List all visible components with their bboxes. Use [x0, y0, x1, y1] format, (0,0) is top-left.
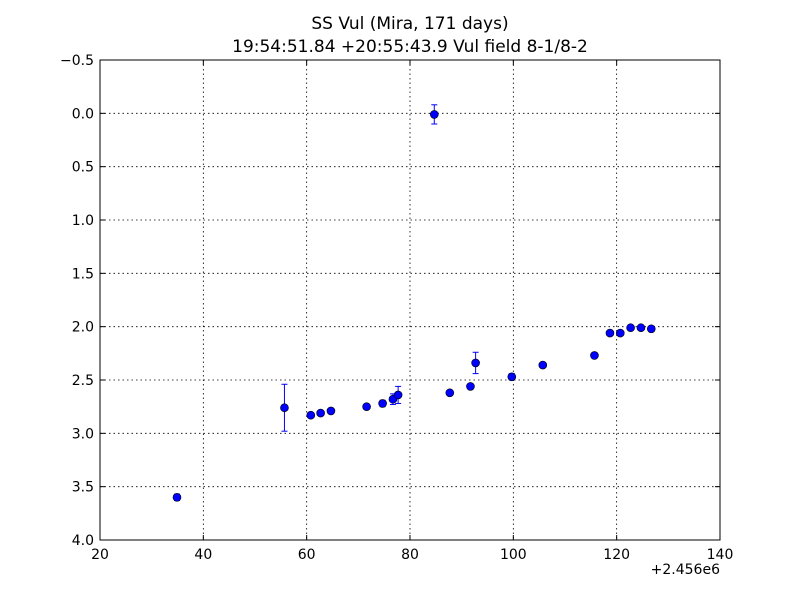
grid-lines	[100, 60, 720, 540]
data-point	[538, 360, 548, 370]
data-point	[466, 382, 475, 391]
chart-title-line-2: 19:54:51.84 +20:55:43.9 Vul field 8-1/8-…	[232, 37, 588, 57]
data-point	[507, 372, 517, 382]
data-point	[326, 406, 336, 416]
x-tick-label: 20	[91, 547, 109, 563]
data-point	[646, 324, 656, 334]
data-point	[306, 410, 316, 420]
data-point	[590, 351, 599, 360]
data-point	[445, 388, 455, 398]
y-tick-label: 2.0	[72, 320, 94, 336]
x-offset-label: +2.456e6	[651, 562, 720, 578]
x-tick-label: 100	[500, 547, 527, 563]
x-tick-label: 60	[298, 547, 316, 563]
y-tick-label: 1.0	[72, 213, 94, 229]
data-point	[605, 328, 615, 338]
y-tick-label: 0.5	[72, 160, 94, 176]
x-tick-label: 120	[603, 547, 630, 563]
data-points	[172, 104, 656, 502]
y-tick-label: 2.5	[72, 373, 94, 389]
y-tick-label: −0.5	[60, 53, 94, 69]
data-point	[393, 390, 403, 400]
plot-frame	[99, 59, 721, 541]
data-point	[172, 493, 182, 502]
data-point	[471, 358, 480, 368]
y-tick-label: 3.0	[72, 426, 94, 442]
axis-ticks: 20 40 60 80 100 120 140 −0.5 0.0 0.5 1.0 1.5 2.0 2.5 3…	[60, 53, 733, 563]
data-point	[280, 403, 289, 413]
data-point	[429, 110, 439, 119]
data-point	[378, 399, 387, 408]
data-point	[615, 328, 625, 338]
data-point	[316, 408, 325, 418]
x-tick-label: 80	[401, 547, 419, 563]
data-point	[362, 402, 371, 411]
y-tick-label: 0.0	[72, 106, 94, 122]
data-point	[636, 323, 646, 333]
chart-title-line-1: SS Vul (Mira, 171 days)	[311, 14, 508, 34]
y-tick-label: 4.0	[72, 533, 94, 549]
y-tick-label: 3.5	[72, 480, 94, 496]
x-tick-label: 140	[707, 547, 734, 563]
x-tick-label: 40	[194, 547, 212, 563]
y-tick-label: 1.5	[72, 266, 94, 282]
data-point	[626, 323, 635, 333]
